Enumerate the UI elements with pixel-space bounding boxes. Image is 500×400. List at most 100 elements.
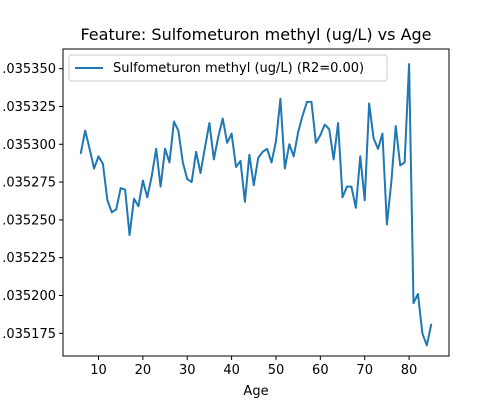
data-point xyxy=(226,141,228,144)
data-point xyxy=(199,172,202,174)
x-tick-label: 30 xyxy=(179,363,196,378)
data-point xyxy=(133,197,135,200)
data-point xyxy=(155,148,157,150)
x-tick-label: 80 xyxy=(401,363,418,378)
data-point xyxy=(244,200,246,203)
data-point xyxy=(328,128,331,130)
data-point xyxy=(181,161,184,164)
data-point xyxy=(421,332,424,335)
data-point xyxy=(417,293,419,295)
data-point xyxy=(297,131,299,133)
data-point xyxy=(288,143,291,146)
data-point xyxy=(221,117,224,120)
data-point xyxy=(350,185,353,188)
data-point xyxy=(261,151,264,153)
data-point xyxy=(359,155,362,158)
data-point xyxy=(248,154,251,156)
data-point xyxy=(368,102,370,105)
data-point xyxy=(372,137,375,140)
data-point xyxy=(164,148,166,150)
data-point xyxy=(93,167,95,170)
data-point xyxy=(186,178,189,180)
data-point xyxy=(394,125,397,127)
data-point xyxy=(430,323,433,326)
data-point xyxy=(97,155,100,158)
legend-box xyxy=(68,54,388,82)
data-point xyxy=(84,129,86,132)
legend: Sulfometuron methyl (ug/L) (R2=0.00) xyxy=(68,54,388,82)
data-point xyxy=(403,161,406,164)
y-tick-label: .035175 xyxy=(2,327,56,342)
data-point xyxy=(137,205,140,208)
y-tick-label: .035275 xyxy=(2,176,56,191)
x-tick-label: 40 xyxy=(223,363,240,378)
y-tick-label: .035200 xyxy=(2,289,56,304)
y-tick-label: .035325 xyxy=(2,100,56,115)
data-point xyxy=(270,161,273,164)
x-tick-label: 50 xyxy=(268,363,285,378)
data-point xyxy=(79,152,82,155)
data-point xyxy=(310,101,313,103)
chart-title: Feature: Sulfometuron methyl (ug/L) vs A… xyxy=(80,25,431,44)
data-point xyxy=(213,158,215,161)
data-point xyxy=(173,120,175,123)
data-point xyxy=(208,122,211,124)
y-tick-label: .035225 xyxy=(2,251,56,266)
data-point xyxy=(102,163,104,165)
x-tick-label: 60 xyxy=(312,363,329,378)
y-tick-label: .035350 xyxy=(2,62,56,77)
data-point xyxy=(301,114,304,117)
data-point xyxy=(266,148,268,150)
series-line xyxy=(79,63,433,347)
x-tick-label: 20 xyxy=(135,363,152,378)
data-point xyxy=(239,160,242,162)
data-point xyxy=(195,151,197,153)
y-tick-label: .035300 xyxy=(2,138,56,153)
data-point xyxy=(257,157,260,159)
data-point xyxy=(235,166,237,168)
data-point xyxy=(346,185,348,188)
data-point xyxy=(204,146,206,149)
data-point xyxy=(279,98,282,100)
data-point xyxy=(337,122,339,124)
x-axis-label: Age xyxy=(243,384,268,399)
data-point xyxy=(363,199,366,202)
data-point xyxy=(323,123,326,126)
data-point xyxy=(319,134,322,137)
data-point xyxy=(386,223,388,226)
data-point xyxy=(306,101,308,103)
x-tick-label: 10 xyxy=(90,363,107,378)
data-point xyxy=(315,141,317,144)
data-point xyxy=(399,164,401,167)
data-point xyxy=(230,132,233,135)
data-point xyxy=(341,196,344,199)
data-point xyxy=(177,129,180,132)
data-point xyxy=(390,181,393,183)
data-point xyxy=(284,167,286,170)
plot-frame xyxy=(62,48,450,357)
data-point xyxy=(190,181,193,183)
data-point xyxy=(292,155,295,158)
legend-label: Sulfometuron methyl (ug/L) (R2=0.00) xyxy=(113,61,364,76)
data-point xyxy=(377,148,379,150)
data-point xyxy=(408,63,410,65)
data-point xyxy=(119,187,122,189)
x-tick-label: 70 xyxy=(356,363,373,378)
data-point xyxy=(88,148,91,150)
data-point xyxy=(412,302,415,304)
data-point xyxy=(150,175,153,177)
data-point xyxy=(426,344,428,347)
data-point xyxy=(159,185,162,188)
data-point xyxy=(115,208,118,211)
data-point xyxy=(332,158,335,161)
data-point xyxy=(142,179,144,182)
data-point xyxy=(106,199,109,202)
data-point xyxy=(128,234,131,236)
data-point xyxy=(252,184,255,186)
data-point xyxy=(217,135,220,138)
y-tick-label: .035250 xyxy=(2,213,56,228)
data-point xyxy=(168,161,171,164)
data-point xyxy=(275,140,277,143)
data-point xyxy=(381,132,384,135)
